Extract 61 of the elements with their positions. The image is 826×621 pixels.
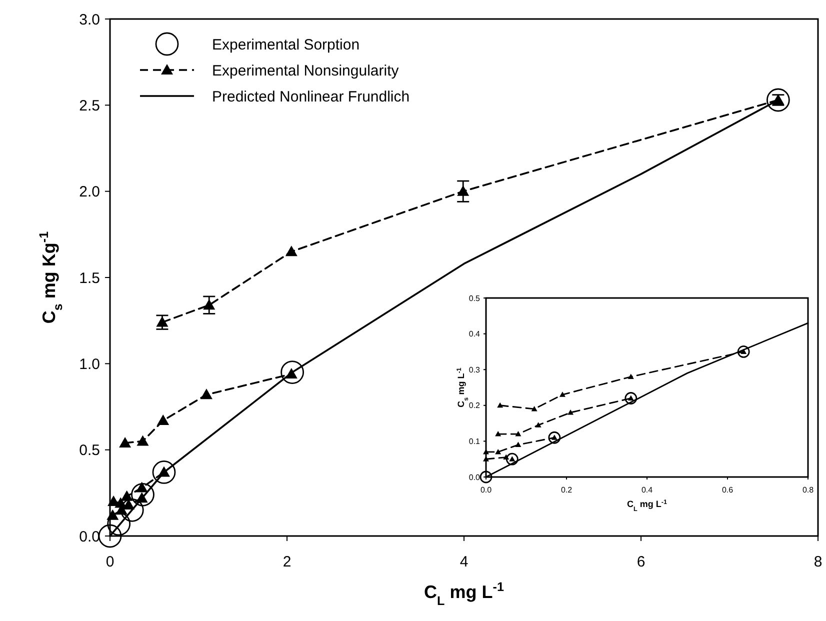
point	[506, 452, 518, 466]
x-tick-label: 0	[106, 554, 114, 570]
point	[457, 185, 470, 196]
point	[624, 392, 638, 404]
y-tick-label: 0.4	[468, 330, 481, 339]
x-tick-label: 2	[282, 554, 292, 570]
legend-label: Experimental Sorption	[212, 36, 360, 54]
point	[628, 374, 634, 380]
y-tick-label: 0.3	[468, 365, 481, 374]
x-tick-label: 4	[460, 554, 468, 570]
point	[120, 490, 133, 501]
point	[98, 524, 122, 548]
point	[280, 360, 304, 384]
point	[535, 422, 542, 428]
y-tick-label: 0.2	[468, 401, 481, 410]
point	[120, 498, 144, 522]
point	[136, 435, 149, 446]
x-axis-title: C$_{L}$ mg L$^{-1}$	[424, 580, 504, 608]
point	[497, 402, 504, 408]
point	[568, 410, 574, 415]
point	[200, 388, 212, 400]
point	[106, 509, 119, 520]
x-tick-label: 0.2	[560, 485, 573, 494]
point	[119, 436, 132, 448]
legend-label: Predicted Nonlinear Frundlich	[212, 88, 410, 106]
point	[559, 392, 566, 397]
point	[503, 454, 510, 460]
y-tick-label: 0.5	[79, 442, 100, 460]
legend-label: Experimental Nonsingularity	[212, 62, 400, 80]
x-axis-title: C$_{L}$ mg L$^{-1}$	[627, 498, 668, 512]
point	[531, 406, 538, 412]
y-tick-label: 0.0	[468, 472, 481, 482]
point	[157, 414, 170, 426]
x-tick-label: 0.0	[480, 485, 492, 494]
x-tick-label: 0.8	[802, 485, 814, 494]
point	[152, 460, 176, 484]
x-tick-label: 8	[814, 554, 822, 570]
point	[515, 431, 522, 436]
x-tick-label: 6	[636, 554, 646, 570]
point	[480, 470, 492, 484]
point	[495, 431, 502, 436]
point	[107, 512, 131, 536]
y-tick-label: 0.1	[468, 437, 481, 446]
y-tick-label: 2.5	[79, 97, 100, 114]
point	[548, 431, 561, 444]
point	[136, 482, 148, 492]
y-tick-label: 0.5	[468, 294, 481, 303]
point	[156, 316, 168, 327]
x-tick-label: 0.4	[641, 485, 654, 494]
point	[737, 346, 750, 358]
point	[131, 482, 154, 506]
point	[515, 442, 522, 448]
y-tick-label: 1.0	[79, 356, 100, 373]
point	[285, 246, 298, 256]
y-tick-label: 1.5	[79, 270, 100, 287]
y-tick-label: 2.0	[79, 184, 100, 201]
y-tick-label: 3.0	[79, 11, 100, 28]
point	[203, 299, 216, 310]
point	[766, 88, 790, 112]
point	[495, 448, 502, 454]
x-tick-label: 0.6	[722, 485, 734, 494]
